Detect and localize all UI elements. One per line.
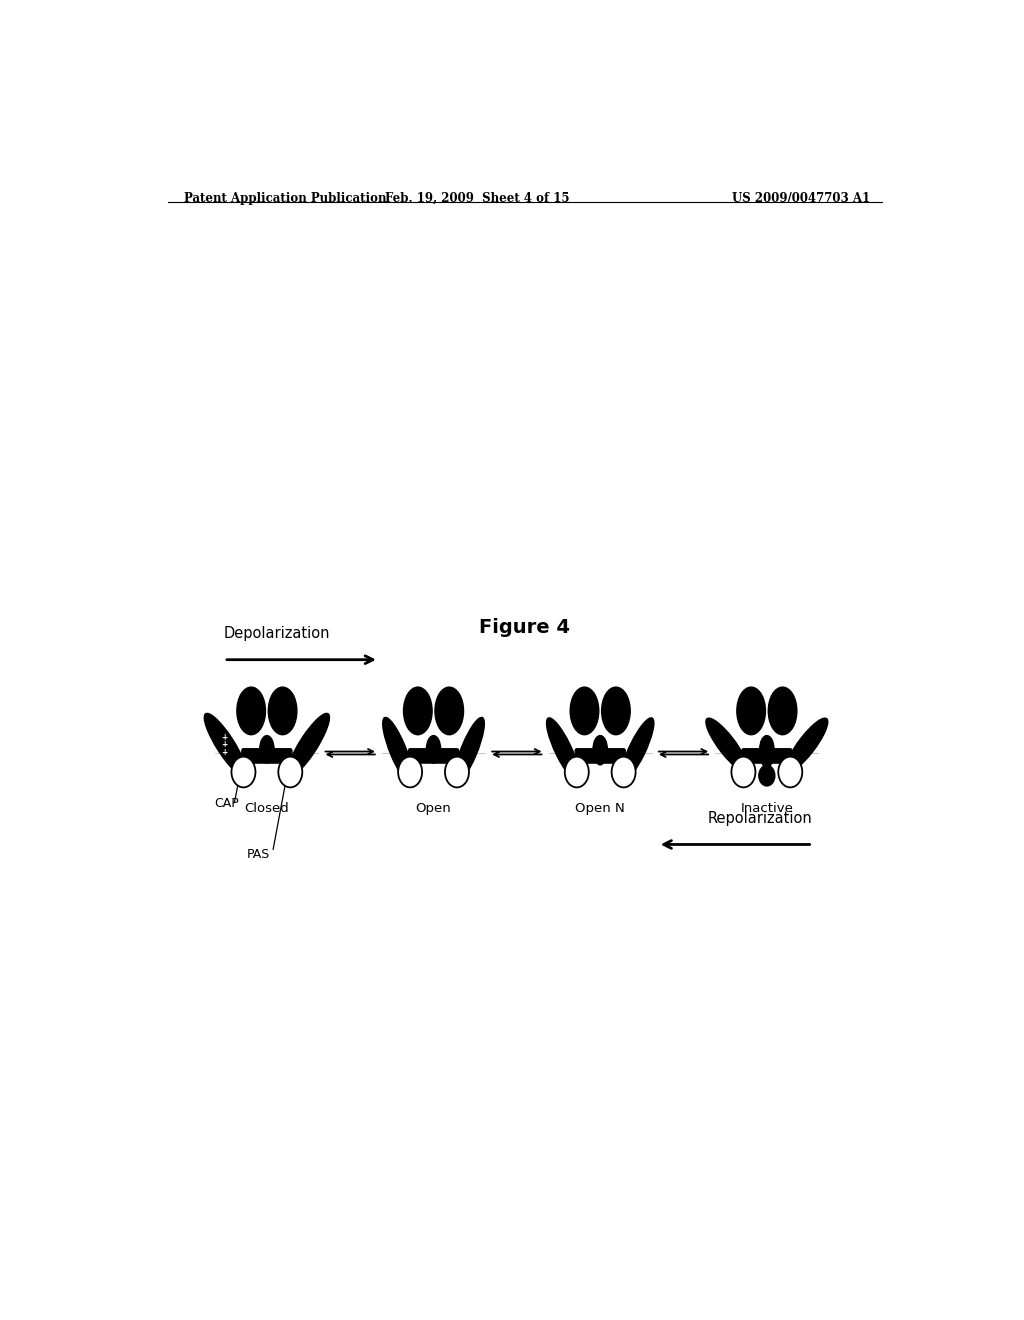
Point (312, 744, 325, 760)
Text: CAP: CAP (214, 797, 239, 810)
Ellipse shape (383, 717, 413, 783)
Circle shape (279, 756, 302, 788)
Point (479, 744, 492, 760)
Ellipse shape (268, 688, 297, 735)
Ellipse shape (237, 688, 265, 735)
Circle shape (778, 756, 802, 788)
FancyBboxPatch shape (409, 748, 459, 763)
FancyBboxPatch shape (575, 748, 626, 763)
Ellipse shape (602, 688, 630, 735)
Ellipse shape (595, 744, 605, 764)
Point (543, 744, 555, 760)
Ellipse shape (570, 688, 599, 735)
Circle shape (231, 756, 255, 788)
FancyBboxPatch shape (242, 748, 292, 763)
Text: Patent Application Publication: Patent Application Publication (183, 191, 386, 205)
Circle shape (565, 756, 589, 788)
Circle shape (398, 756, 422, 788)
Point (209, 744, 221, 760)
Circle shape (731, 756, 756, 788)
Ellipse shape (760, 735, 774, 763)
Ellipse shape (547, 718, 580, 781)
FancyBboxPatch shape (741, 748, 792, 763)
Text: Closed: Closed (245, 803, 289, 816)
Ellipse shape (426, 735, 440, 763)
Text: Open N: Open N (575, 803, 625, 816)
Text: Open: Open (416, 803, 452, 816)
Text: Figure 4: Figure 4 (479, 619, 570, 638)
Ellipse shape (260, 735, 274, 763)
Ellipse shape (785, 718, 827, 772)
Ellipse shape (761, 744, 773, 768)
Ellipse shape (621, 718, 654, 781)
Circle shape (759, 766, 775, 785)
Ellipse shape (768, 688, 797, 735)
Text: Feb. 19, 2009  Sheet 4 of 15: Feb. 19, 2009 Sheet 4 of 15 (385, 191, 569, 205)
Ellipse shape (204, 713, 247, 776)
Point (710, 744, 722, 760)
Text: PAS: PAS (247, 849, 270, 861)
Ellipse shape (706, 718, 748, 772)
Circle shape (611, 756, 636, 788)
Ellipse shape (435, 688, 464, 735)
Ellipse shape (287, 713, 330, 776)
Text: Repolarization: Repolarization (708, 812, 813, 826)
Point (376, 744, 388, 760)
Circle shape (445, 756, 469, 788)
Text: +
+
+: + + + (221, 733, 227, 758)
Text: Depolarization: Depolarization (224, 627, 331, 642)
Text: Inactive: Inactive (740, 803, 794, 816)
Ellipse shape (455, 717, 484, 783)
Point (812, 744, 824, 760)
Text: US 2009/0047703 A1: US 2009/0047703 A1 (732, 191, 870, 205)
Ellipse shape (737, 688, 765, 735)
Ellipse shape (593, 735, 607, 763)
Point (645, 744, 657, 760)
Ellipse shape (403, 688, 432, 735)
